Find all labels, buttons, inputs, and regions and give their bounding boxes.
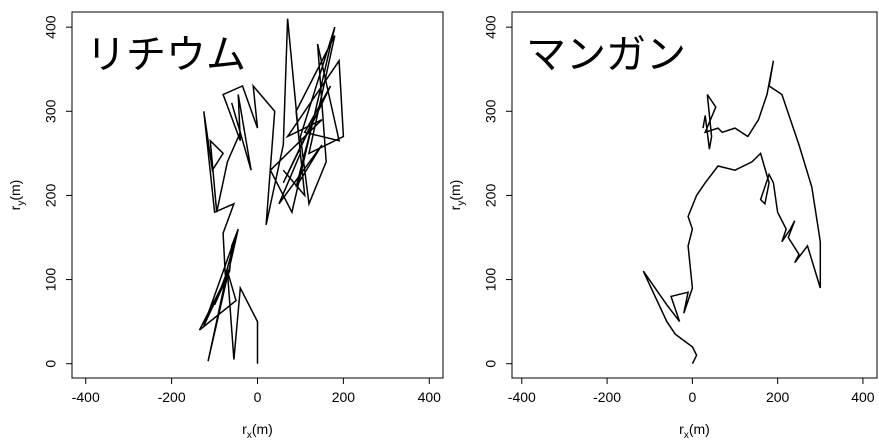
panel-title: リチウム — [86, 32, 246, 78]
x-tick-label: 400 — [418, 389, 442, 405]
x-label-unit: (m) — [689, 421, 710, 437]
y-tick-label: 400 — [43, 15, 59, 39]
y-tick-label: 300 — [43, 99, 59, 123]
x-tick-label: -200 — [158, 389, 186, 405]
y-axis-label: ry(m) — [447, 180, 467, 211]
x-tick-label: -200 — [593, 389, 621, 405]
x-tick-label: 0 — [688, 389, 696, 405]
y-label-unit: (m) — [447, 180, 463, 201]
x-tick-label: 200 — [766, 389, 790, 405]
y-label-sub: y — [456, 201, 467, 206]
y-label-unit: (m) — [7, 180, 23, 201]
x-tick-label: -400 — [72, 389, 100, 405]
y-tick-label: 400 — [483, 15, 499, 39]
x-label-sub: x — [684, 430, 689, 441]
panel-title: マンガン — [526, 32, 686, 78]
x-label-sub: x — [247, 430, 252, 441]
x-tick-label: 400 — [851, 389, 875, 405]
y-axis-label: ry(m) — [7, 180, 27, 211]
trajectory-line — [198, 18, 345, 364]
y-tick-label: 200 — [483, 184, 499, 208]
x-tick-label: 200 — [332, 389, 356, 405]
y-label-base: r — [7, 205, 23, 210]
y-tick-label: 100 — [43, 268, 59, 292]
x-tick-label: -400 — [508, 389, 536, 405]
x-label-base: r — [242, 421, 247, 437]
y-tick-label: 100 — [483, 268, 499, 292]
x-label-base: r — [679, 421, 684, 437]
x-tick-label: 0 — [254, 389, 262, 405]
x-label-unit: (m) — [252, 421, 273, 437]
x-axis-label: rx(m) — [242, 421, 273, 441]
y-label-base: r — [447, 205, 463, 210]
y-tick-label: 0 — [483, 360, 499, 368]
y-tick-label: 200 — [43, 184, 59, 208]
x-axis-label: rx(m) — [679, 421, 710, 441]
y-tick-label: 0 — [43, 360, 59, 368]
trajectory-line — [642, 60, 822, 365]
y-label-sub: y — [16, 201, 27, 206]
y-tick-label: 300 — [483, 99, 499, 123]
